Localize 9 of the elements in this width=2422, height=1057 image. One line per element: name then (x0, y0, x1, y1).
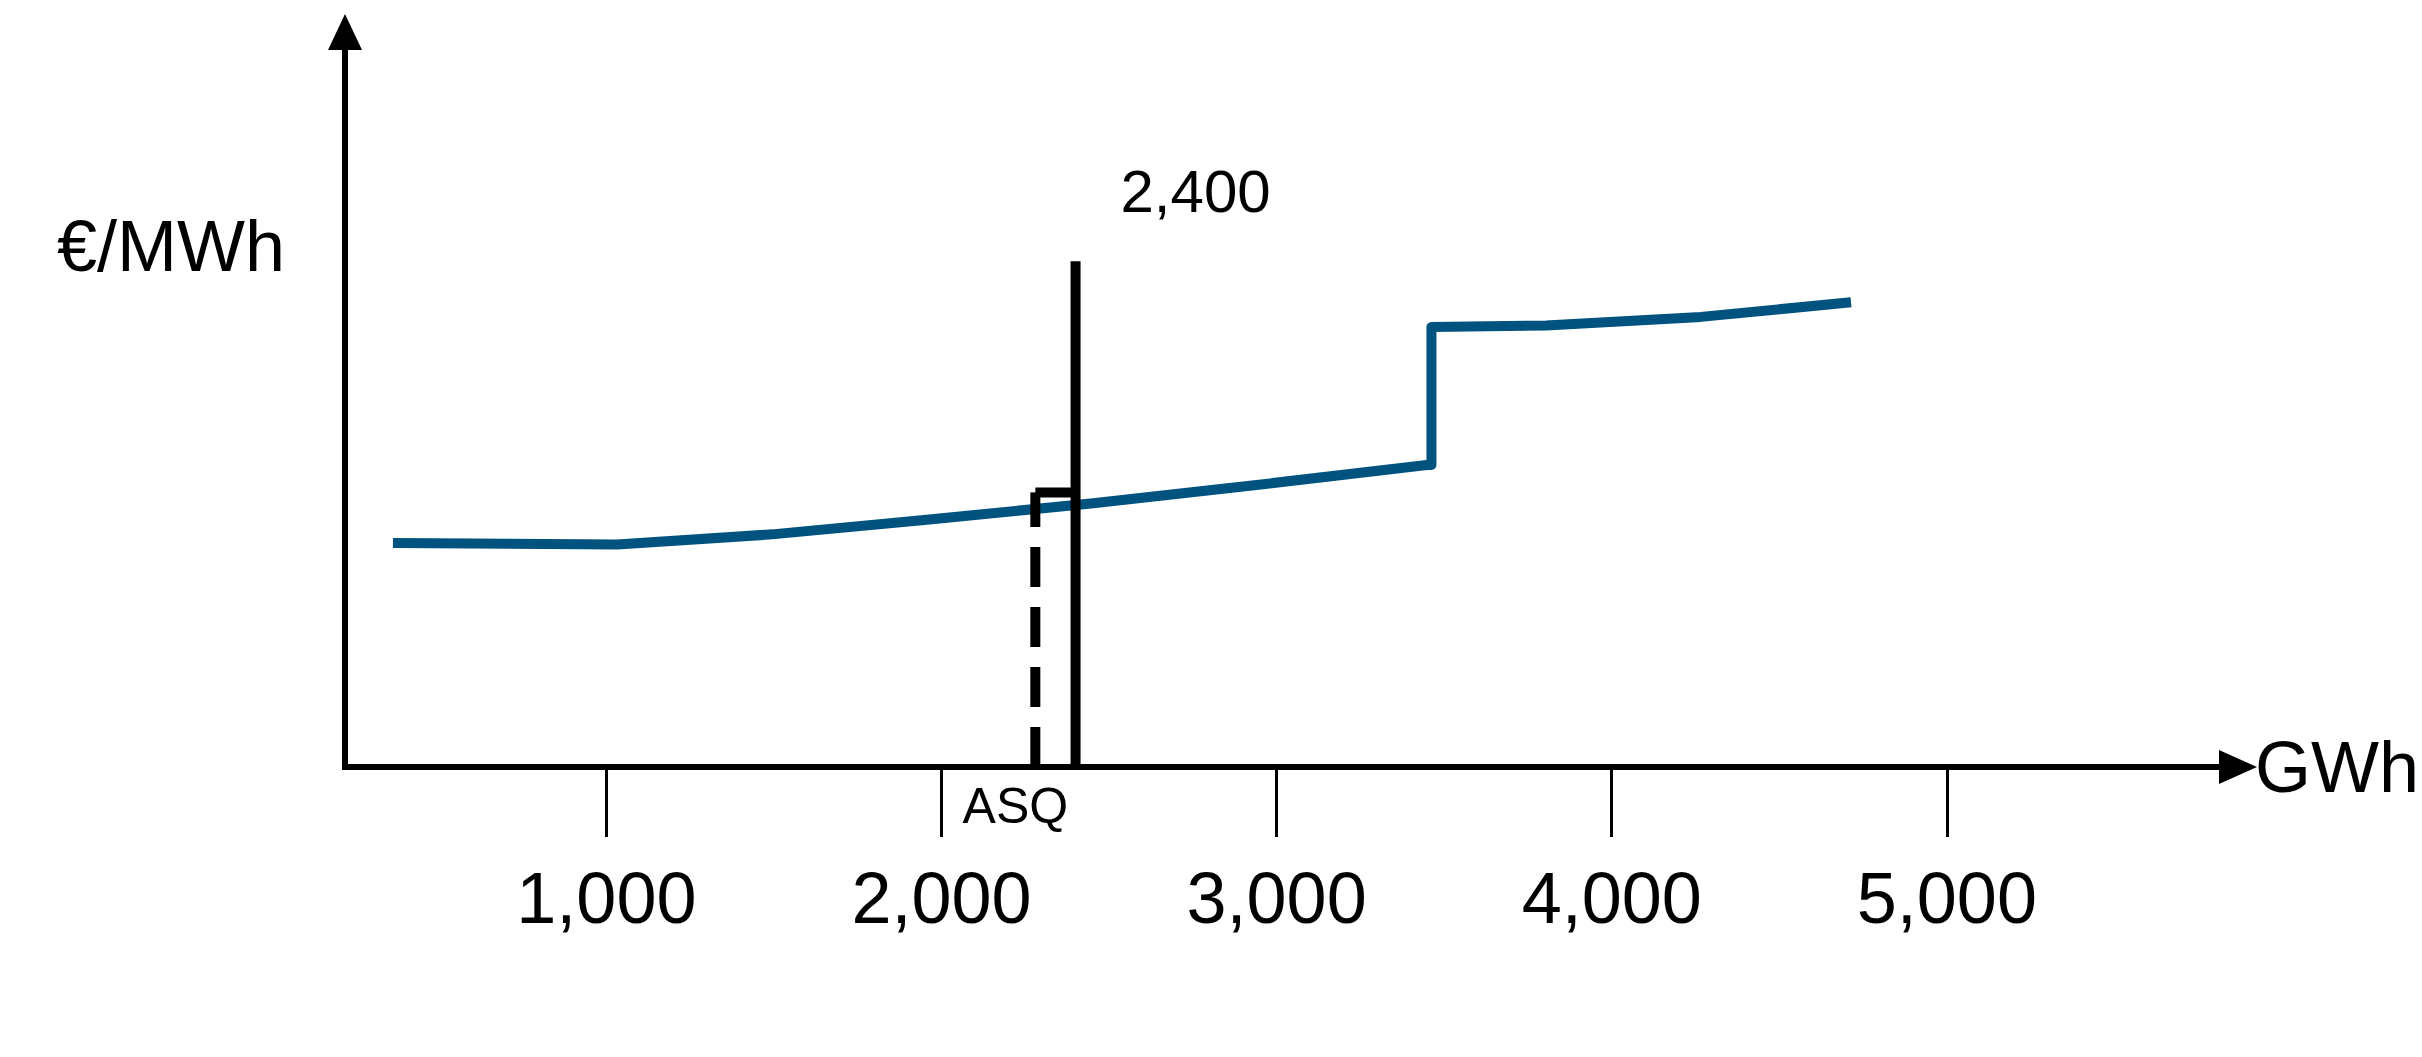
x-tick-label: 3,000 (1186, 858, 1367, 938)
x-axis-title: GWh (2255, 727, 2420, 807)
y-axis-title: €/MWh (56, 206, 285, 286)
annotation: ASQ (962, 778, 1069, 834)
x-tick-label: 5,000 (1856, 858, 2037, 938)
x-tick-label: 1,000 (516, 858, 697, 938)
annotation: 2,400 (1120, 157, 1271, 225)
x-tick-label: 2,000 (851, 858, 1032, 938)
x-tick-label: 4,000 (1521, 858, 1702, 938)
